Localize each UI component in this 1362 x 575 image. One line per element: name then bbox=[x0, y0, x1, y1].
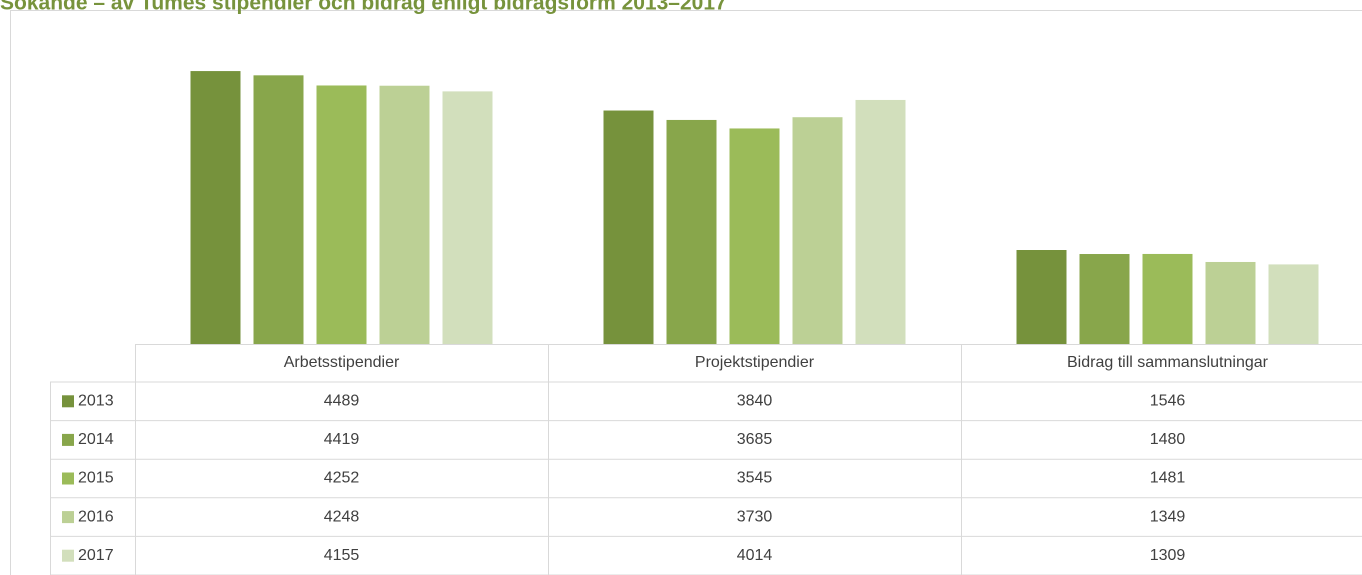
table-value: 3840 bbox=[737, 393, 773, 410]
bar bbox=[316, 85, 367, 345]
table-value: 1546 bbox=[1150, 393, 1186, 410]
category-label: Bidrag till sammanslutningar bbox=[1067, 354, 1269, 371]
table-value: 4252 bbox=[324, 470, 360, 487]
table-value: 1480 bbox=[1150, 431, 1186, 448]
bar bbox=[1079, 254, 1130, 344]
legend-label: 2015 bbox=[78, 470, 114, 487]
bar bbox=[666, 119, 717, 345]
legend-swatch bbox=[62, 433, 74, 446]
category-label: Projektstipendier bbox=[695, 354, 815, 371]
bar bbox=[792, 117, 843, 344]
bar bbox=[603, 110, 654, 344]
table-value: 1349 bbox=[1150, 508, 1186, 525]
legend-label: 2017 bbox=[78, 547, 114, 564]
bar bbox=[442, 91, 493, 344]
category-label: Arbetsstipendier bbox=[284, 354, 400, 371]
bar bbox=[253, 75, 304, 344]
table-value: 4489 bbox=[324, 393, 360, 410]
chart-border bbox=[10, 10, 1362, 575]
legend-swatch bbox=[62, 549, 74, 562]
chart-title: Sökande – av Tumes stipendier och bidrag… bbox=[0, 0, 727, 15]
legend-swatch bbox=[62, 472, 74, 485]
table-value: 4419 bbox=[324, 431, 360, 448]
table-value: 3685 bbox=[737, 431, 773, 448]
table-value: 1481 bbox=[1150, 470, 1186, 487]
bar bbox=[1268, 264, 1319, 344]
legend-label: 2014 bbox=[78, 431, 114, 448]
bar bbox=[1016, 250, 1067, 344]
bar bbox=[729, 128, 780, 344]
table-value: 1309 bbox=[1150, 547, 1186, 564]
legend-swatch bbox=[62, 395, 74, 408]
bar bbox=[1142, 253, 1193, 344]
table-value: 3730 bbox=[737, 508, 773, 525]
legend-label: 2016 bbox=[78, 508, 114, 525]
legend-swatch bbox=[62, 511, 74, 524]
bar bbox=[855, 99, 906, 345]
legend-label: 2013 bbox=[78, 393, 114, 410]
table-value: 3545 bbox=[737, 470, 773, 487]
bar bbox=[1205, 261, 1256, 344]
table-value: 4155 bbox=[324, 547, 360, 564]
table-value: 4248 bbox=[324, 508, 360, 525]
table-value: 4014 bbox=[737, 547, 773, 564]
bar bbox=[190, 71, 241, 345]
bar bbox=[379, 85, 430, 344]
